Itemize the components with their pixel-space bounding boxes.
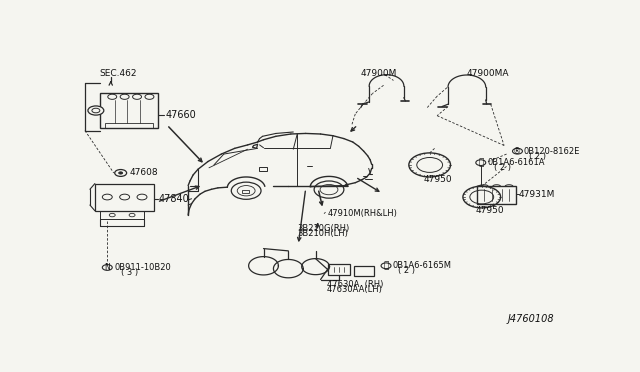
Text: ( 2 ): ( 2 ) [529, 152, 546, 161]
Text: SEC.462: SEC.462 [100, 69, 138, 78]
Circle shape [115, 170, 127, 176]
Text: ®: ® [513, 147, 522, 156]
Text: 47910M(RH&LH): 47910M(RH&LH) [328, 209, 398, 218]
Bar [242, 190, 249, 193]
Text: N: N [104, 263, 110, 272]
Text: 47660: 47660 [165, 110, 196, 120]
Text: 3B210H(LH): 3B210H(LH) [297, 229, 348, 238]
Text: 47630A  (RH): 47630A (RH) [327, 280, 383, 289]
Text: Ⓑ: Ⓑ [383, 261, 388, 270]
Text: ( 3 ): ( 3 ) [121, 268, 138, 277]
Text: 47950: 47950 [423, 175, 452, 185]
Text: Ⓑ: Ⓑ [478, 158, 483, 167]
Text: ( 2 ): ( 2 ) [399, 266, 415, 275]
Text: 47900MA: 47900MA [467, 69, 509, 78]
Bar [100, 211, 145, 219]
Text: 0B911-10B20: 0B911-10B20 [115, 263, 172, 272]
Text: 3B210G(RH): 3B210G(RH) [297, 224, 349, 233]
Text: 47840: 47840 [158, 194, 189, 204]
Bar [95, 183, 154, 211]
Text: 47900M: 47900M [360, 69, 397, 78]
Bar [477, 186, 516, 203]
Bar [259, 167, 268, 171]
Text: 0B1A6-6165M: 0B1A6-6165M [392, 261, 451, 270]
Text: ( 2 ): ( 2 ) [494, 163, 511, 172]
Bar [105, 122, 154, 128]
Text: 47931M: 47931M [519, 190, 556, 199]
Text: J4760108: J4760108 [508, 314, 554, 324]
Bar [100, 93, 158, 128]
Bar [328, 264, 350, 275]
Text: 0B1A6-6161A: 0B1A6-6161A [488, 158, 545, 167]
Text: 47950: 47950 [476, 206, 504, 215]
Bar [354, 266, 374, 276]
Text: 0B120-8162E: 0B120-8162E [524, 147, 580, 156]
Text: 47608: 47608 [129, 169, 158, 177]
Text: 47630AA(LH): 47630AA(LH) [327, 285, 383, 294]
Circle shape [88, 106, 104, 115]
Circle shape [118, 172, 123, 174]
